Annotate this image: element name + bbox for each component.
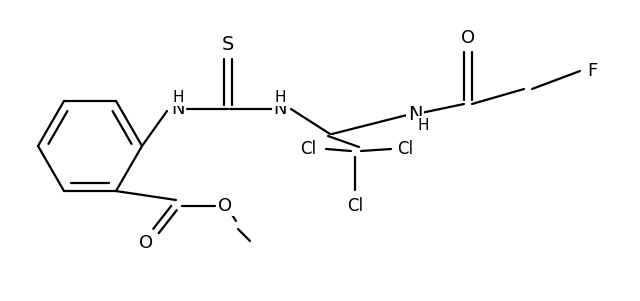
Text: O: O bbox=[218, 197, 232, 215]
Text: S: S bbox=[222, 36, 234, 54]
Text: Cl: Cl bbox=[347, 197, 363, 215]
Text: N: N bbox=[172, 100, 185, 118]
Text: Cl: Cl bbox=[397, 140, 413, 158]
Text: O: O bbox=[139, 234, 153, 252]
Text: N: N bbox=[408, 105, 422, 125]
Text: N: N bbox=[273, 100, 287, 118]
Text: H: H bbox=[172, 89, 184, 104]
Text: Cl: Cl bbox=[300, 140, 316, 158]
Text: O: O bbox=[461, 29, 475, 47]
Text: H: H bbox=[417, 117, 429, 132]
Text: F: F bbox=[587, 62, 597, 80]
Text: H: H bbox=[275, 89, 285, 104]
